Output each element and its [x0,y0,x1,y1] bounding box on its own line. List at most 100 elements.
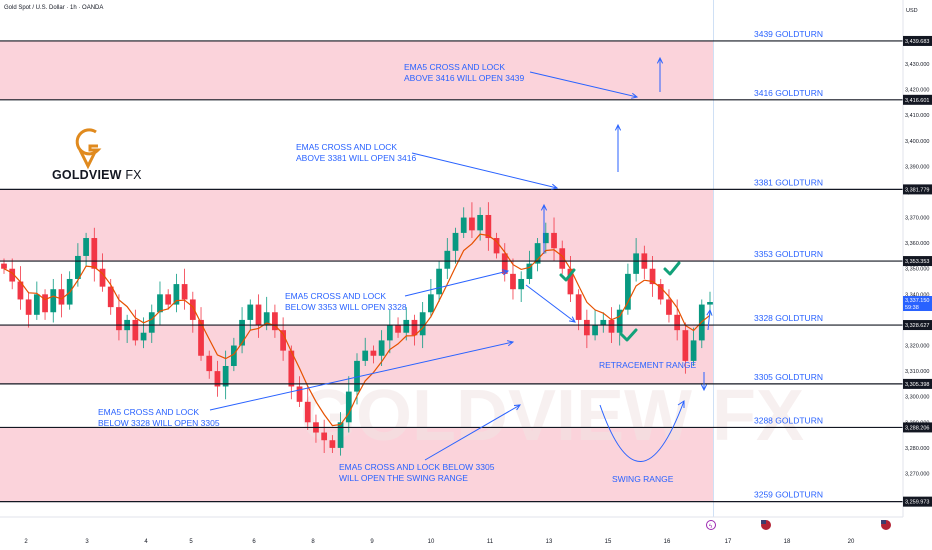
arrow-up-4 [707,309,711,331]
level-price-tag-text: 3,381.779 [905,187,929,193]
x-tick-label: 6 [252,539,256,545]
annotation-a2-line2: ABOVE 3381 WILL OPEN 3416 [296,153,416,163]
candle-body [690,340,697,361]
goldturn-label: 3439 GOLDTURN [754,29,823,39]
goldturn-label: 3416 GOLDTURN [754,88,823,98]
check-icon [619,328,638,342]
price-axis-bg[interactable] [903,0,932,550]
candle-body [493,238,500,254]
level-price-tag-text: 3,288.206 [905,425,929,431]
arrowhead [551,183,559,190]
candle-body [157,294,163,313]
y-tick-label: 3,420.000 [905,88,929,94]
arrowheads [502,56,713,411]
watermark: GOLDVIEW FX [300,376,804,456]
time-axis-bg[interactable] [0,517,932,550]
arrowhead [631,92,639,99]
candle-body [198,319,204,356]
candle-body [255,304,262,326]
candle-body [460,217,467,233]
goldturn-zone [0,40,713,100]
candle-body [592,325,598,336]
y-tick-label: 3,360.000 [905,241,929,247]
candle-body [296,386,303,402]
logo-text: GOLDVIEW FX [52,168,142,182]
candle-body [280,330,286,351]
candle-body [165,294,172,305]
x-tick-label: 13 [546,539,553,545]
x-tick-label: 15 [605,539,612,545]
candle-body [575,294,582,320]
symbol-title: Gold Spot / U.S. Dollar · 1h · OANDA [4,5,104,11]
y-tick-label: 3,320.000 [905,344,929,350]
candle-body [395,325,401,333]
candle-body [337,422,344,448]
arrowhead [513,404,521,411]
annotation-texts: EMA5 CROSS AND LOCK ABOVE 3416 WILL OPEN… [98,62,696,484]
x-tick-label: 2 [24,539,28,545]
y-tick-label: 3,410.000 [905,113,929,119]
level-price-tag-text: 3,439.683 [905,39,929,45]
level-price-tag [903,422,932,433]
candle-body [206,355,213,372]
candle-body [33,294,40,315]
level-price-tag [903,94,932,105]
candle-body [99,268,106,287]
x-tick-label: 10 [428,539,435,545]
level-price-tag-text: 3,259.973 [905,500,929,506]
candle-body [370,350,377,356]
level-lines: 3439 GOLDTURN 3416 GOLDTURN 3381 GOLDTURN 3… [0,29,903,503]
y-tick-label: 3,340.000 [905,292,929,298]
goldturn-label: 3328 GOLDTURN [754,313,823,323]
candle-body [247,304,254,320]
candle-body [140,332,147,341]
level-price-tags: 3,439.683 3,416.601 3,381.779 3,353.353 3,32… [903,35,932,507]
candle-body [345,391,352,423]
candle-series [1,202,713,456]
goldturn-label: 3353 GOLDTURN [754,249,823,259]
candle-body [600,319,607,326]
x-tick-label: 20 [848,539,855,545]
candle-body [567,268,574,295]
candle-body [75,255,81,279]
arrow-a1 [529,71,638,98]
candle-body [518,278,525,290]
goldturn-label: 3305 GOLDTURN [754,372,823,382]
x-tick-label: 16 [664,539,671,545]
candle-body [42,294,48,313]
candle-body [288,350,295,387]
goldturn-label: 3259 GOLDTURN [754,490,823,500]
level-price-tag [903,378,932,389]
level-price-tag [903,496,932,507]
candle-body [674,314,681,331]
x-tick-label: 9 [370,539,374,545]
y-tick-label: 3,300.000 [905,395,929,401]
y-tick-label: 3,280.000 [905,446,929,452]
logo-brand: GOLDVIEW [52,168,122,182]
arrowhead [569,316,576,323]
y-tick-label: 3,430.000 [905,62,929,68]
candle-body [91,238,98,269]
candle-body [362,350,369,361]
candle-body [501,253,508,274]
goldturn-zone [0,427,713,502]
candle-body [608,319,615,333]
annotation-a1-line1: EMA5 CROSS AND LOCK [404,62,505,72]
swing-range-arc [599,400,685,462]
y-tick-label: 3,400.000 [905,139,929,145]
annotation-arrows [209,58,711,462]
candle-body [469,217,475,231]
annotation-a3-line1: EMA5 CROSS AND LOCK [285,291,386,301]
candle-body [354,360,360,392]
candle-body [666,299,672,315]
candle-body [148,312,155,333]
candle-body [485,214,492,239]
candle-body [222,365,229,387]
candle-body [682,330,689,361]
candle-body [428,294,434,313]
future-area-divider [713,0,714,517]
candle-body [477,214,484,231]
us-flag-canton [881,520,886,524]
goldturn-label: 3381 GOLDTURN [754,177,823,187]
